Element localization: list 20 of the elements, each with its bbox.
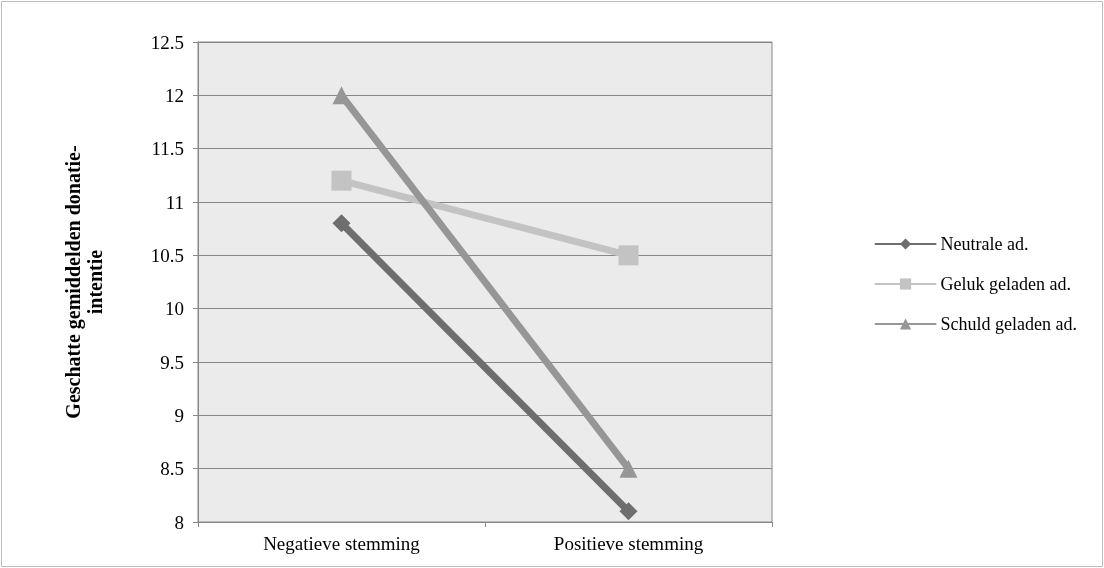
x-tick-label: Positieve stemming [553,533,704,554]
x-tick-label: Negatieve stemming [263,533,421,554]
point [619,502,638,521]
y-tick-label: 10 [165,298,184,320]
point [618,245,639,266]
point [331,170,352,191]
legend-label: Geluk geladen ad. [940,274,1071,294]
y-tick-label: 10.5 [150,244,184,266]
legend-label: Neutrale ad. [940,234,1029,254]
legend-label: Schuld geladen ad. [940,314,1078,334]
y-tick-label: 12 [165,84,184,106]
y-tick-label: 8.5 [160,458,184,480]
y-tick-label: 11.5 [151,138,184,160]
y-tick-label: 9 [174,404,184,426]
y-tick-label: 11 [165,191,184,213]
y-tick-label: 8 [174,511,184,533]
y-axis-title: Geschatte gemiddelden donatie-intentie [62,145,106,419]
point [332,214,351,233]
y-tick-label: 12.5 [150,31,184,53]
y-tick-label: 9.5 [160,351,184,373]
